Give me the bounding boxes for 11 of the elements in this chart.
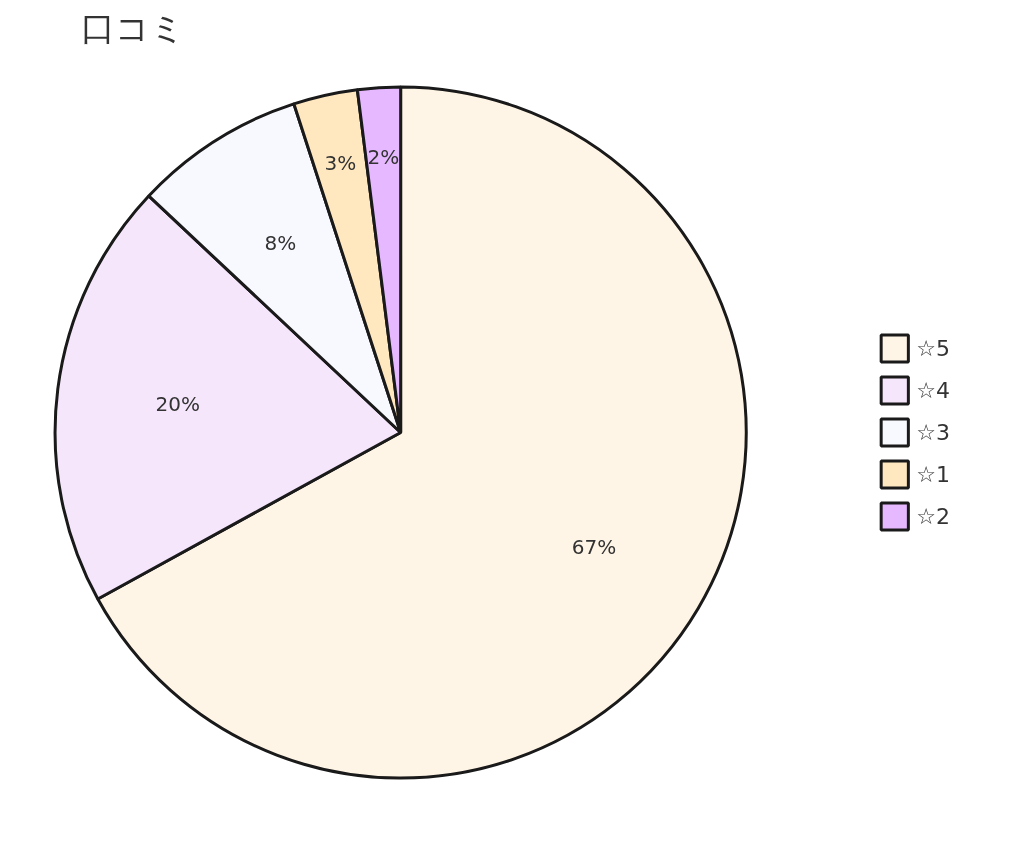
data-label: 8% xyxy=(264,230,297,255)
legend-label: ☆4 xyxy=(916,377,950,403)
legend-label: ☆5 xyxy=(916,335,950,361)
data-label: 20% xyxy=(155,392,201,417)
data-label: 2% xyxy=(367,144,400,169)
data-label: 3% xyxy=(324,150,357,175)
chart-title: 口コミ xyxy=(80,7,185,48)
data-label: 67% xyxy=(571,534,617,559)
legend-label: ☆3 xyxy=(916,419,950,445)
legend-label: ☆1 xyxy=(916,461,950,487)
legend-label: ☆2 xyxy=(916,503,950,529)
